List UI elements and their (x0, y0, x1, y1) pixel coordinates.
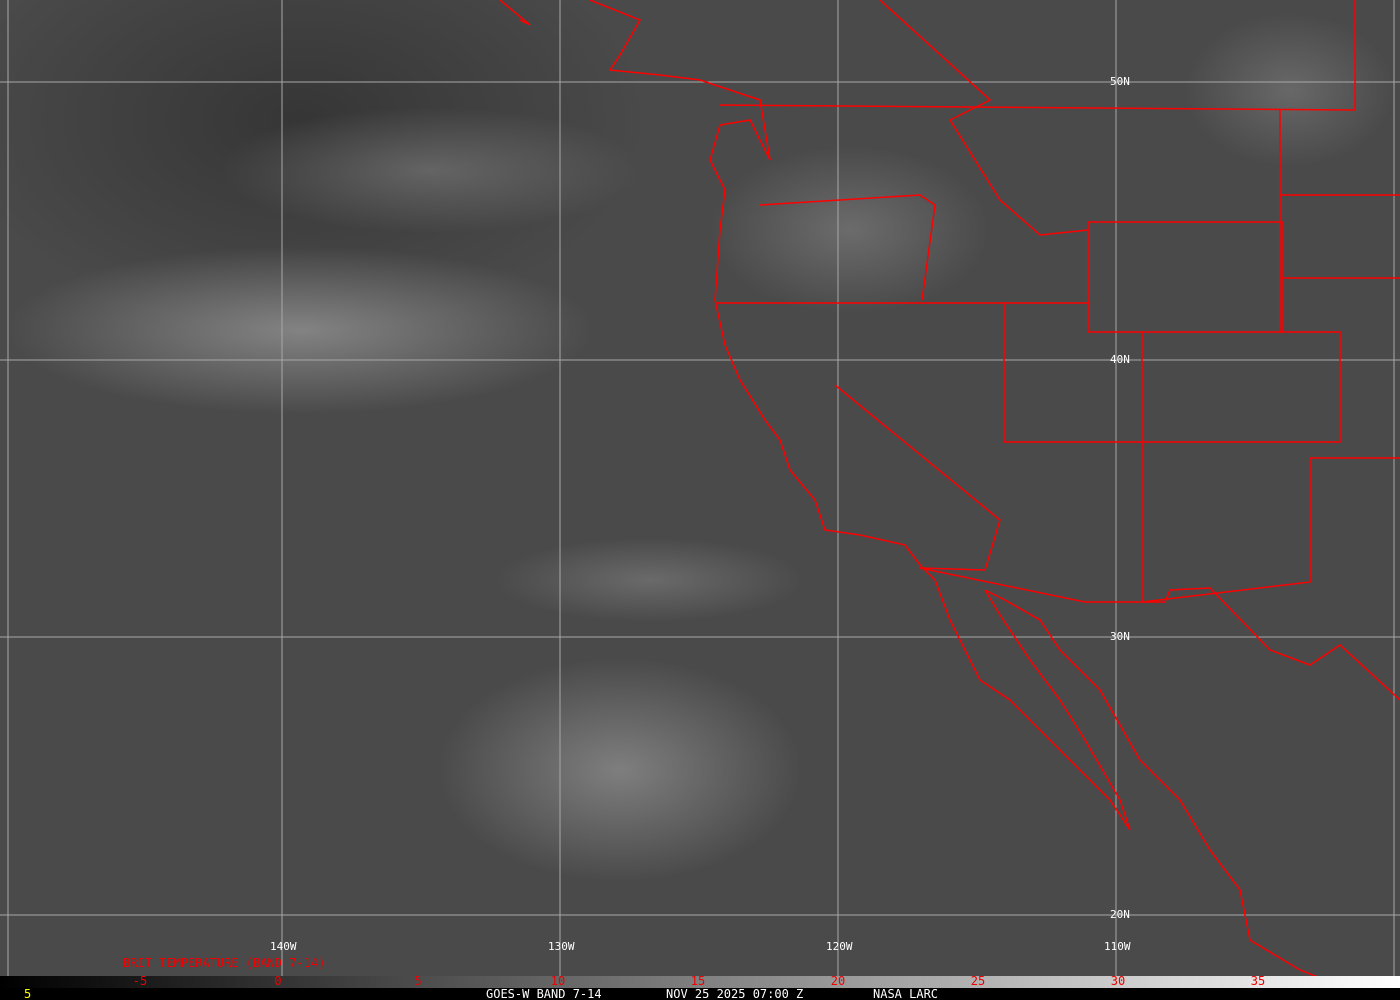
footer-strip (0, 988, 1400, 1000)
lon-label-110w: 110W (1104, 940, 1131, 953)
lon-label-120w: 120W (826, 940, 853, 953)
colorbar (0, 976, 1400, 988)
colorbar-min-label: 5 (24, 987, 32, 1000)
lon-label-140w: 140W (270, 940, 297, 953)
lat-label-30n: 30N (1110, 630, 1130, 643)
political-borders (499, 0, 1400, 991)
lat-label-20n: 20N (1110, 908, 1130, 921)
lat-label-50n: 50N (1110, 75, 1130, 88)
colorbar-tick: 10 (550, 974, 566, 988)
colorbar-title: BRIT TEMPERATURE (BAND 7-14) (123, 956, 326, 970)
lon-label-130w: 130W (548, 940, 575, 953)
colorbar-tick: 35 (1250, 974, 1266, 988)
colorbar-tick: -5 (132, 974, 148, 988)
credit-label: NASA LARC (873, 987, 939, 1000)
colorbar-tick: 25 (970, 974, 986, 988)
colorbar-tick: 15 (690, 974, 706, 988)
lat-lon-grid (0, 0, 1400, 976)
colorbar-tick: 0 (274, 974, 282, 988)
datetime-label: NOV 25 2025 07:00 Z (666, 987, 804, 1000)
colorbar-tick: 30 (1110, 974, 1126, 988)
lat-label-40n: 40N (1110, 353, 1130, 366)
colorbar-tick: 5 (414, 974, 422, 988)
colorbar-tick: 20 (830, 974, 846, 988)
satellite-label: GOES-W BAND 7-14 (486, 987, 602, 1000)
